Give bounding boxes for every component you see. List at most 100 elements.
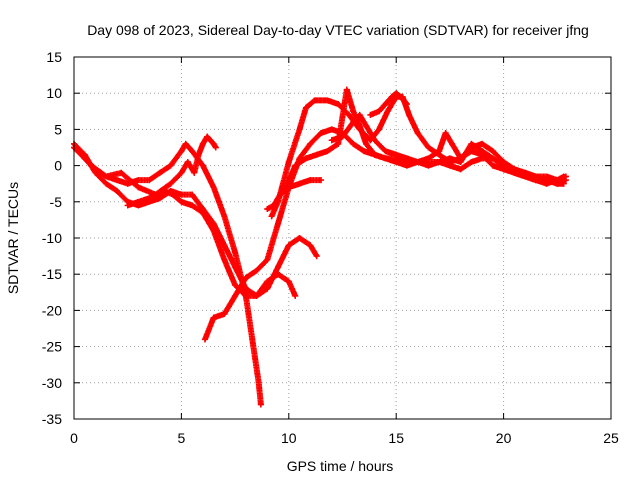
data-point (296, 126, 303, 133)
y-tick-label: 10 (46, 85, 62, 101)
data-point (335, 101, 342, 108)
data-point (242, 292, 249, 299)
x-axis-title: GPS time / hours (287, 458, 394, 474)
data-point (232, 282, 239, 289)
y-tick-label: -35 (42, 411, 62, 427)
data-point (356, 111, 363, 118)
data-point (371, 137, 378, 144)
data-point (554, 180, 561, 187)
data-point (189, 202, 196, 209)
data-point (307, 242, 314, 249)
data-point (221, 256, 228, 263)
data-point (311, 97, 318, 104)
data-point (442, 130, 449, 137)
data-point (367, 111, 374, 118)
data-point (335, 140, 342, 147)
data-point (182, 140, 189, 147)
y-tick-label: -20 (42, 302, 62, 318)
data-point (436, 148, 443, 155)
data-point (292, 162, 299, 169)
y-tick-label: -10 (42, 230, 62, 246)
x-tick-label: 5 (178, 430, 186, 446)
data-point (468, 144, 475, 151)
data-point (275, 271, 282, 278)
data-point (292, 292, 299, 299)
data-point (313, 151, 320, 158)
data-point (489, 155, 496, 162)
data-point (169, 191, 176, 198)
data-point (135, 177, 142, 184)
data-point (425, 144, 432, 151)
data-point (328, 137, 335, 144)
data-point (363, 140, 370, 147)
data-point (249, 336, 256, 343)
data-point (479, 155, 486, 162)
data-point (511, 166, 518, 173)
data-point (191, 169, 198, 176)
data-point (199, 209, 206, 216)
series-arc-9 (328, 111, 567, 187)
data-point (532, 173, 539, 180)
data-point (221, 311, 228, 318)
x-tick-label: 25 (603, 430, 619, 446)
data-point (307, 140, 314, 147)
data-point (384, 108, 391, 115)
data-point (199, 162, 206, 169)
data-point (350, 108, 357, 115)
data-point (457, 166, 464, 173)
data-point (339, 133, 346, 140)
data-point (360, 148, 367, 155)
data-point (562, 173, 569, 180)
data-point (397, 93, 404, 100)
data-point (232, 249, 239, 256)
data-point (264, 206, 271, 213)
data-point (232, 292, 239, 299)
axis-ticks: 0 5 10 15 20 25 -35 -30 -25 -20 -15 -10 -5 0 5 10 15 (42, 49, 619, 446)
data-point (253, 267, 260, 274)
data-point (425, 162, 432, 169)
data-point (393, 90, 400, 97)
data-point (146, 177, 153, 184)
data-point (345, 111, 352, 118)
data-point (324, 97, 331, 104)
data-point (403, 101, 410, 108)
y-tick-label: 0 (54, 158, 62, 174)
data-point (371, 151, 378, 158)
data-point (382, 155, 389, 162)
data-point (318, 177, 325, 184)
y-tick-label: 5 (54, 121, 62, 137)
data-point (118, 169, 125, 176)
data-series (71, 86, 569, 408)
data-point (210, 184, 217, 191)
data-point (275, 263, 282, 270)
data-point (124, 202, 131, 209)
data-point (302, 155, 309, 162)
data-point (285, 242, 292, 249)
data-point (313, 253, 320, 260)
data-point (522, 169, 529, 176)
data-point (436, 158, 443, 165)
data-point (178, 148, 185, 155)
data-point (103, 180, 110, 187)
data-point (468, 158, 475, 165)
data-point (178, 191, 185, 198)
data-point (195, 151, 202, 158)
data-point (189, 191, 196, 198)
data-point (285, 278, 292, 285)
data-point (202, 336, 209, 343)
data-point (560, 180, 567, 187)
data-point (296, 235, 303, 241)
data-point (414, 158, 421, 165)
data-point (302, 104, 309, 111)
data-point (350, 140, 357, 147)
data-point (199, 140, 206, 147)
data-point (135, 184, 142, 191)
data-point (388, 93, 395, 100)
y-tick-label: -30 (42, 375, 62, 391)
data-point (318, 130, 325, 137)
data-point (161, 187, 168, 194)
data-point (221, 242, 228, 249)
data-point (221, 213, 228, 220)
data-point (343, 86, 350, 93)
